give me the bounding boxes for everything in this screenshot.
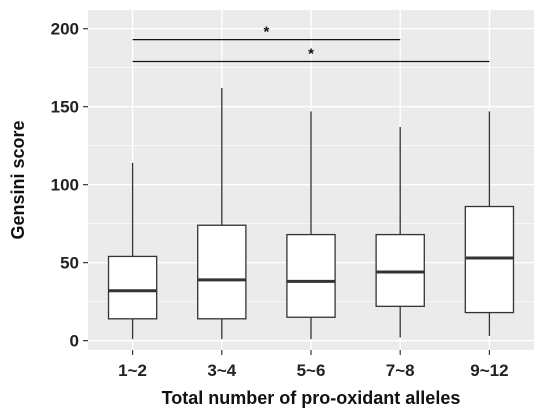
x-tick-label: 3~4 bbox=[207, 361, 236, 380]
x-tick-label: 7~8 bbox=[386, 361, 415, 380]
box-3 bbox=[286, 111, 336, 340]
axes: 0 50 100 150 200 1~2 3~4 5~6 7~8 9~12 bbox=[51, 20, 509, 380]
box-4 bbox=[375, 126, 425, 338]
box-1 bbox=[107, 162, 158, 340]
box-2 bbox=[197, 87, 247, 340]
box-iqr bbox=[375, 233, 425, 307]
x-tick-label: 5~6 bbox=[297, 361, 326, 380]
x-tick-label: 1~2 bbox=[118, 361, 147, 380]
boxes bbox=[107, 87, 515, 340]
y-tick-label: 150 bbox=[51, 98, 79, 117]
significance-brackets: ** bbox=[132, 24, 490, 62]
x-tick-label: 9~12 bbox=[470, 361, 508, 380]
y-tick-label: 100 bbox=[51, 176, 79, 195]
y-tick-label: 0 bbox=[70, 332, 79, 351]
significance-label: * bbox=[263, 24, 269, 41]
y-tick-label: 50 bbox=[60, 254, 79, 273]
y-axis-title: Gensini score bbox=[8, 120, 28, 239]
y-tick-label: 200 bbox=[51, 20, 79, 39]
x-axis-title: Total number of pro-oxidant alleles bbox=[162, 388, 461, 408]
box-5 bbox=[464, 111, 515, 336]
box-iqr bbox=[107, 255, 158, 320]
box-iqr bbox=[197, 224, 247, 320]
box-iqr bbox=[464, 205, 515, 314]
box-iqr bbox=[286, 233, 336, 318]
significance-label: * bbox=[308, 45, 314, 62]
